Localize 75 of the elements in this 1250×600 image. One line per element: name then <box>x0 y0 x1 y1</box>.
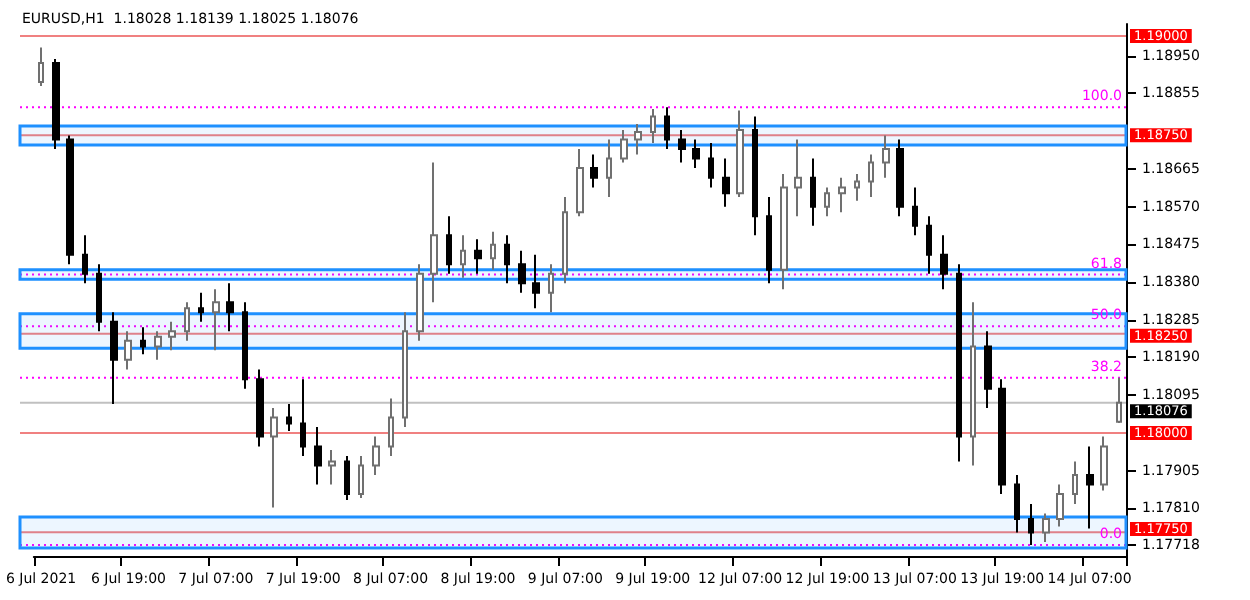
candlestick <box>372 435 380 477</box>
candlestick <box>912 186 918 237</box>
candlestick <box>1014 474 1020 534</box>
candlestick <box>242 301 248 390</box>
candlestick <box>430 161 438 304</box>
candlestick <box>984 330 992 409</box>
candlestick <box>634 123 642 156</box>
candlestick <box>256 368 264 448</box>
candlestick <box>868 153 874 199</box>
candlestick <box>824 186 830 218</box>
candlestick <box>1056 483 1064 528</box>
candlestick <box>678 129 686 164</box>
candlestick <box>66 134 74 266</box>
candlestick <box>590 153 598 189</box>
candlestick <box>956 263 962 463</box>
candlestick <box>766 196 772 285</box>
candlestick <box>810 157 816 227</box>
candlestick <box>38 46 44 87</box>
candlestick <box>838 176 846 214</box>
candlestick <box>504 234 510 285</box>
candlestick <box>300 378 306 457</box>
candlestick <box>96 263 102 333</box>
candlestick <box>882 134 890 179</box>
candlestick <box>620 129 628 164</box>
candlestick <box>212 288 220 352</box>
candlestick <box>344 454 350 502</box>
candlestick <box>1028 502 1034 546</box>
candlestick <box>198 291 204 323</box>
candlestick <box>532 253 540 310</box>
candlestick <box>692 138 700 170</box>
candlestick <box>854 173 860 202</box>
candlestick <box>562 196 568 285</box>
candlestick <box>708 142 714 189</box>
candlestick <box>402 311 408 428</box>
candlestick <box>650 107 656 145</box>
candlestick <box>168 320 176 352</box>
candlestick <box>460 234 466 279</box>
candlestick <box>416 263 424 342</box>
candlestick <box>1100 435 1108 492</box>
candlestick <box>780 173 788 291</box>
candlestick <box>490 230 496 271</box>
candlestick <box>52 57 60 151</box>
candlestick <box>896 138 904 218</box>
candlestick <box>576 148 584 218</box>
candlestick <box>314 425 322 486</box>
candlestick <box>286 402 292 432</box>
candlestick <box>358 454 364 500</box>
candlestick <box>154 330 162 361</box>
candlestick <box>270 406 278 509</box>
candlestick <box>794 138 802 218</box>
candlestick <box>518 249 526 294</box>
candlestick <box>388 397 394 457</box>
candlestick <box>752 115 758 237</box>
candlestick <box>970 301 976 467</box>
candlestick <box>548 263 554 314</box>
candlestick <box>328 449 336 486</box>
candlestick <box>1116 376 1122 424</box>
candlestick <box>82 234 88 285</box>
candlestick <box>722 157 730 208</box>
candlestick <box>736 109 744 199</box>
candlestick <box>1042 512 1050 544</box>
candlestick <box>926 215 932 275</box>
candlestick <box>226 282 234 333</box>
candlestick <box>110 311 118 405</box>
candlestick <box>474 238 482 275</box>
candlestick <box>124 330 132 371</box>
candlestick <box>998 378 1006 496</box>
candlestick <box>140 326 146 356</box>
candlestick <box>184 301 190 342</box>
candlestick <box>606 138 612 199</box>
candlestick <box>940 234 948 291</box>
candlestick <box>1072 460 1078 505</box>
candlestick <box>1086 445 1094 530</box>
candlestick <box>664 106 670 151</box>
candlestick <box>446 215 452 275</box>
